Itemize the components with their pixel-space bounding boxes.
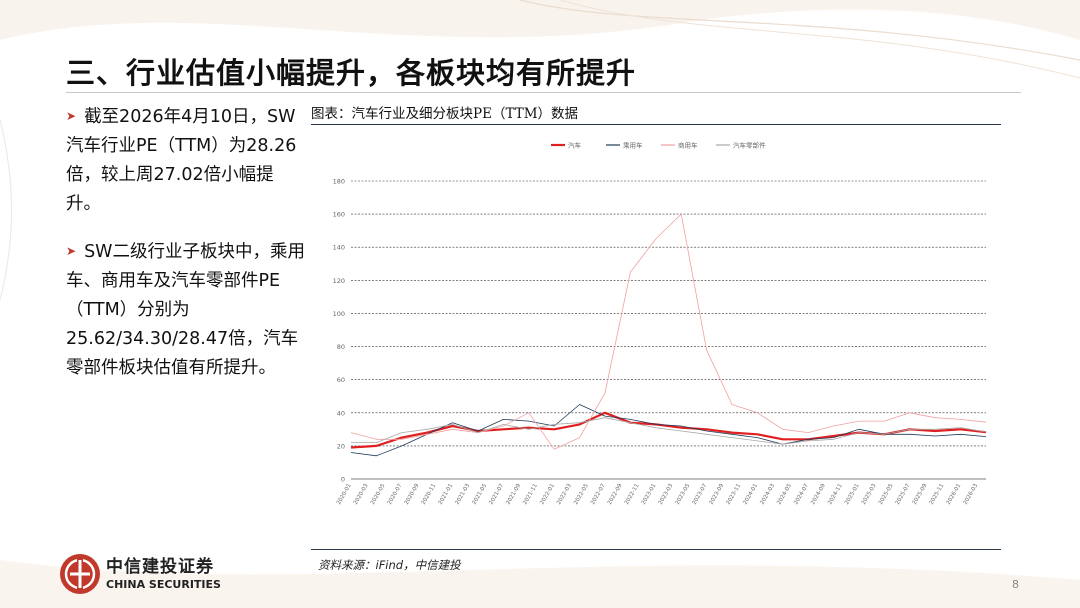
page-title: 三、行业估值小幅提升，各板块均有所提升 bbox=[66, 56, 637, 90]
x-tick-label: 2020-01 bbox=[336, 483, 353, 506]
y-tick-label: 40 bbox=[337, 409, 345, 417]
arrow-bullet-icon: ➤ bbox=[66, 244, 77, 258]
x-tick-label: 2020-05 bbox=[370, 483, 387, 506]
series-line bbox=[350, 404, 987, 457]
x-tick-label: 2024-07 bbox=[793, 483, 810, 506]
x-tick-label: 2020-11 bbox=[421, 483, 438, 506]
bullet-text: SW二级行业子板块中，乘用车、商用车及汽车零部件PE（TTM）分别为25.62/… bbox=[66, 242, 305, 378]
legend-label: 汽车 bbox=[568, 141, 582, 150]
bullet-item: ➤ 截至2026年4月10日，SW汽车行业PE（TTM）为28.26倍，较上周27… bbox=[66, 102, 306, 219]
y-tick-label: 0 bbox=[341, 476, 345, 484]
x-tick-label: 2024-03 bbox=[759, 483, 776, 506]
y-tick-label: 80 bbox=[337, 343, 345, 351]
x-tick-label: 2020-03 bbox=[353, 483, 370, 506]
x-tick-label: 2023-03 bbox=[658, 483, 675, 506]
x-tick-label: 2020-09 bbox=[404, 483, 421, 506]
x-tick-label: 2023-01 bbox=[641, 483, 658, 506]
x-tick-label: 2021-09 bbox=[505, 483, 522, 506]
x-tick-label: 2025-07 bbox=[895, 483, 912, 506]
bullet-item: ➤ SW二级行业子板块中，乘用车、商用车及汽车零部件PE（TTM）分别为25.62… bbox=[66, 237, 306, 383]
x-tick-label: 2025-05 bbox=[878, 483, 895, 506]
x-tick-label: 2021-05 bbox=[472, 483, 489, 506]
logo-text-en: CHINA SECURITIES bbox=[106, 578, 221, 591]
chart-top-rule bbox=[311, 124, 1001, 125]
x-tick-label: 2021-03 bbox=[455, 483, 472, 506]
x-tick-label: 2024-11 bbox=[827, 483, 844, 506]
series-line bbox=[350, 213, 987, 450]
y-tick-label: 140 bbox=[333, 244, 345, 252]
y-tick-label: 120 bbox=[333, 277, 345, 285]
x-tick-label: 2021-01 bbox=[438, 483, 455, 506]
x-tick-label: 2022-09 bbox=[607, 483, 624, 506]
company-logo: 中信建投证券 CHINA SECURITIES bbox=[58, 550, 248, 600]
x-tick-label: 2024-09 bbox=[810, 483, 827, 506]
x-tick-label: 2022-07 bbox=[590, 483, 607, 506]
x-tick-label: 2026-03 bbox=[963, 483, 980, 506]
x-tick-label: 2026-01 bbox=[946, 483, 963, 506]
bullet-list: ➤ 截至2026年4月10日，SW汽车行业PE（TTM）为28.26倍，较上周27… bbox=[66, 102, 306, 401]
page-number: 8 bbox=[1012, 578, 1019, 591]
bullet-text: 截至2026年4月10日，SW汽车行业PE（TTM）为28.26倍，较上周27.… bbox=[66, 107, 297, 214]
x-tick-label: 2022-05 bbox=[573, 483, 590, 506]
x-tick-label: 2020-07 bbox=[387, 483, 404, 506]
x-tick-label: 2023-07 bbox=[692, 483, 709, 506]
series-line bbox=[351, 417, 987, 445]
x-tick-label: 2025-01 bbox=[844, 483, 861, 506]
source-note: 资料来源：iFind，中信建投 bbox=[318, 558, 461, 572]
y-tick-label: 160 bbox=[333, 211, 345, 219]
legend-label: 汽车零部件 bbox=[733, 141, 766, 150]
x-tick-label: 2022-01 bbox=[539, 483, 556, 506]
x-tick-label: 2024-01 bbox=[742, 483, 759, 506]
y-tick-label: 180 bbox=[333, 178, 345, 186]
chart-bottom-rule bbox=[311, 549, 1001, 550]
x-tick-label: 2023-05 bbox=[675, 483, 692, 506]
legend-label: 商用车 bbox=[678, 141, 698, 150]
x-tick-label: 2025-09 bbox=[912, 483, 929, 506]
legend-label: 乘用车 bbox=[623, 141, 643, 150]
x-tick-label: 2023-11 bbox=[726, 483, 743, 506]
x-tick-label: 2025-03 bbox=[861, 483, 878, 506]
x-tick-label: 2021-11 bbox=[522, 483, 539, 506]
y-tick-label: 20 bbox=[337, 442, 345, 450]
x-tick-label: 2024-05 bbox=[776, 483, 793, 506]
x-tick-label: 2021-07 bbox=[488, 483, 505, 506]
x-tick-label: 2025-11 bbox=[929, 483, 946, 506]
y-tick-label: 100 bbox=[333, 310, 345, 318]
title-divider bbox=[66, 92, 1021, 93]
x-tick-label: 2022-03 bbox=[556, 483, 573, 506]
logo-text-cn: 中信建投证券 bbox=[106, 557, 214, 577]
y-tick-label: 60 bbox=[337, 376, 345, 384]
chart-title: 图表：汽车行业及细分板块PE（TTM）数据 bbox=[311, 106, 579, 122]
x-tick-label: 2022-11 bbox=[624, 483, 641, 506]
x-tick-label: 2023-09 bbox=[709, 483, 726, 506]
arrow-bullet-icon: ➤ bbox=[66, 109, 77, 123]
citic-logo-icon bbox=[60, 554, 100, 594]
